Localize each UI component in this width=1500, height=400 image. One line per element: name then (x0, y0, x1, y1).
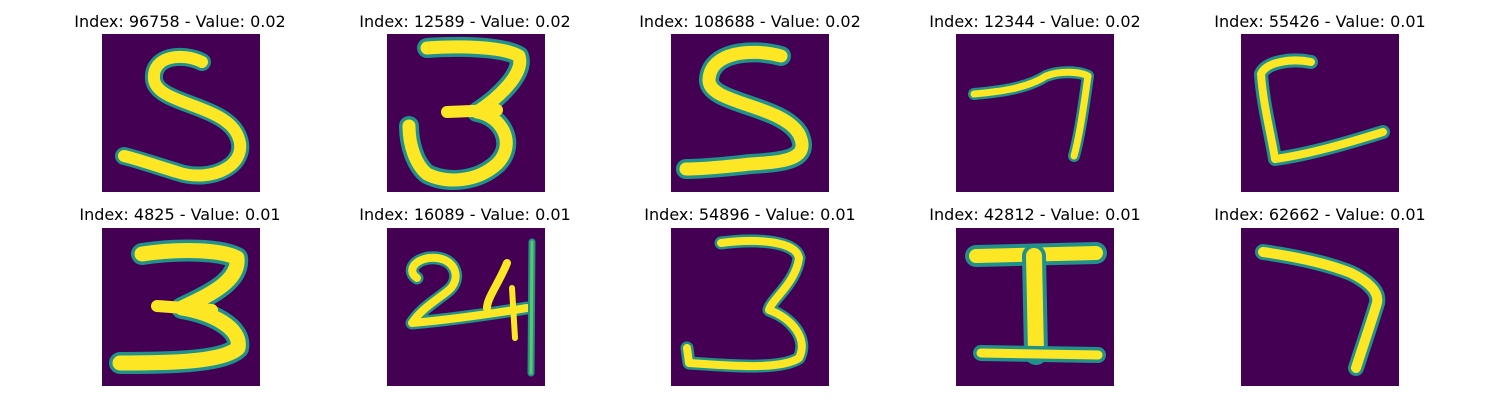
digit-7-icon (956, 34, 1114, 192)
panel-title: Index: 108688 - Value: 0.02 (639, 12, 861, 31)
panel-title: Index: 62662 - Value: 0.01 (1214, 205, 1426, 224)
image-panel (671, 34, 829, 192)
digit-3-icon (387, 34, 545, 192)
image-panel (1241, 228, 1399, 386)
digit-5-icon (671, 34, 829, 192)
digit-5-icon (102, 34, 260, 192)
image-panel (387, 228, 545, 386)
panel-title: Index: 96758 - Value: 0.02 (74, 12, 286, 31)
panel-title: Index: 4825 - Value: 0.01 (79, 205, 281, 224)
digit-3-icon (102, 228, 260, 386)
panel-title: Index: 42812 - Value: 0.01 (929, 205, 1141, 224)
image-panel (956, 34, 1114, 192)
digit-3-icon (671, 228, 829, 386)
image-panel (387, 34, 545, 192)
digits-24-icon (387, 228, 545, 386)
image-panel (956, 228, 1114, 386)
image-panel (102, 34, 260, 192)
panel-title: Index: 12344 - Value: 0.02 (929, 12, 1141, 31)
panel-title: Index: 54896 - Value: 0.01 (644, 205, 856, 224)
image-panel (102, 228, 260, 386)
letter-c-icon (1241, 34, 1399, 192)
letter-i-icon (956, 228, 1114, 386)
panel-title: Index: 12589 - Value: 0.02 (359, 12, 571, 31)
panel-title: Index: 55426 - Value: 0.01 (1214, 12, 1426, 31)
image-panel (671, 228, 829, 386)
digit-7-icon (1241, 228, 1399, 386)
panel-title: Index: 16089 - Value: 0.01 (359, 205, 571, 224)
image-panel (1241, 34, 1399, 192)
